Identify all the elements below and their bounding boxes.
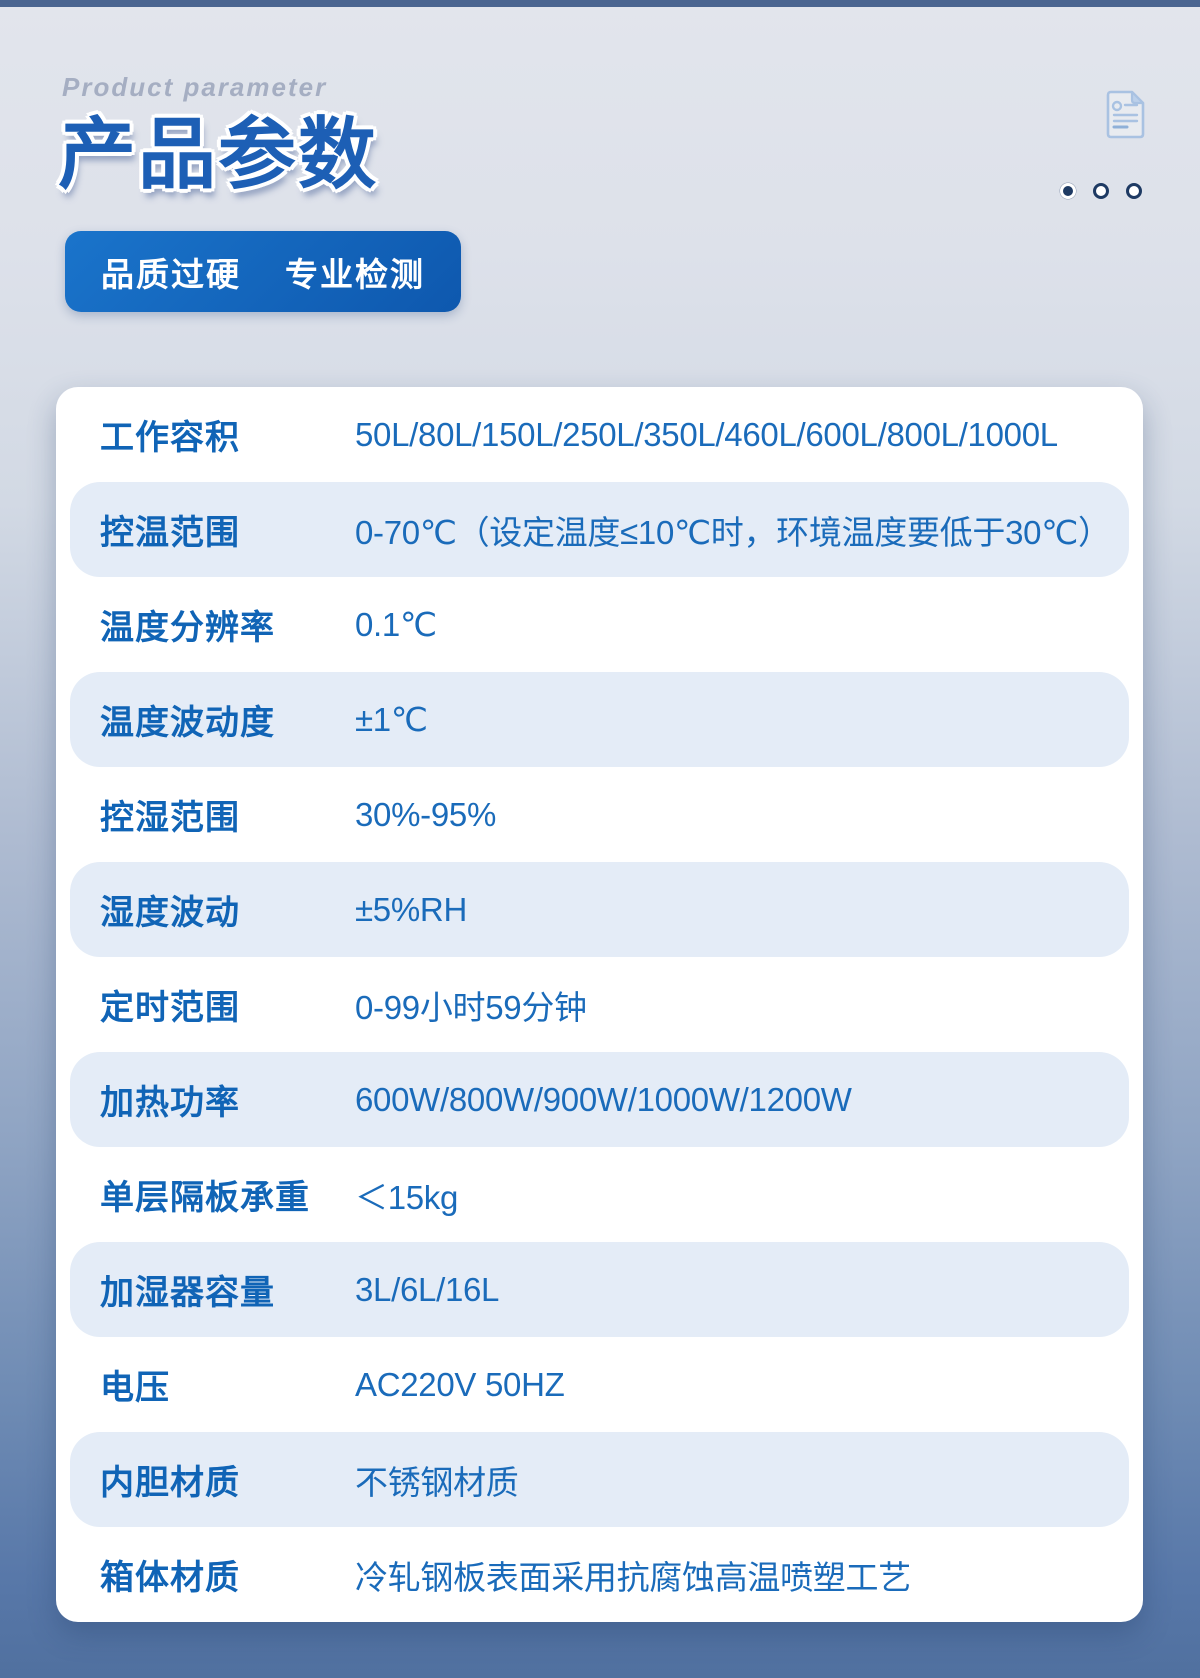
parameter-value: 600W/800W/900W/1000W/1200W [355, 1080, 852, 1118]
parameter-label: 湿度波动 [100, 894, 240, 932]
parameter-value: 50L/80L/150L/250L/350L/460L/600L/800L/10… [355, 415, 1058, 453]
badge-label-testing: 专业检测 [285, 255, 425, 293]
parameter-table: 工作容积 50L/80L/150L/250L/350L/460L/600L/80… [56, 387, 1143, 1622]
table-row: 箱体材质 冷轧钢板表面采用抗腐蚀高温喷塑工艺 [56, 1527, 1143, 1622]
parameter-label: 温度波动度 [100, 704, 275, 742]
table-row: 内胆材质 不锈钢材质 [70, 1432, 1129, 1527]
carousel-dots [1060, 183, 1142, 199]
page-title: 产品参数 [58, 110, 379, 198]
parameter-label: 箱体材质 [100, 1559, 240, 1597]
table-row: 加湿器容量 3L/6L/16L [70, 1242, 1129, 1337]
badge-label-quality: 品质过硬 [101, 255, 241, 293]
table-row: 定时范围 0-99小时59分钟 [56, 957, 1143, 1052]
parameter-value: 0-70℃（设定温度≤10℃时，环境温度要低于30℃） [355, 513, 1111, 551]
parameter-label: 工作容积 [100, 419, 240, 457]
table-row: 温度波动度 ±1℃ [70, 672, 1129, 767]
table-row: 电压 AC220V 50HZ [56, 1337, 1143, 1432]
parameter-label: 定时范围 [100, 989, 240, 1027]
parameter-label: 控温范围 [100, 514, 240, 552]
table-row: 工作容积 50L/80L/150L/250L/350L/460L/600L/80… [56, 387, 1143, 482]
table-row: 加热功率 600W/800W/900W/1000W/1200W [70, 1052, 1129, 1147]
parameter-value: 冷轧钢板表面采用抗腐蚀高温喷塑工艺 [355, 1558, 911, 1596]
table-row: 湿度波动 ±5%RH [70, 862, 1129, 957]
parameter-value: 3L/6L/16L [355, 1270, 500, 1308]
eyebrow-text: Product parameter [62, 72, 328, 102]
parameter-value: ±1℃ [355, 701, 428, 738]
table-row: 控湿范围 30%-95% [56, 767, 1143, 862]
table-row: 控温范围 0-70℃（设定温度≤10℃时，环境温度要低于30℃） [70, 482, 1129, 577]
carousel-dot[interactable] [1060, 183, 1076, 199]
document-icon [1106, 90, 1145, 139]
parameter-value: ±5%RH [355, 890, 467, 928]
parameter-label: 单层隔板承重 [100, 1179, 310, 1217]
parameter-label: 加湿器容量 [100, 1274, 275, 1312]
parameter-value: 不锈钢材质 [355, 1463, 519, 1501]
parameter-label: 控湿范围 [100, 799, 240, 837]
parameter-card: 工作容积 50L/80L/150L/250L/350L/460L/600L/80… [56, 387, 1143, 1622]
parameter-label: 内胆材质 [100, 1464, 240, 1502]
parameter-value: AC220V 50HZ [355, 1365, 565, 1403]
parameter-value: 0-99小时59分钟 [355, 988, 587, 1026]
parameter-value: ＜15kg [355, 1178, 459, 1216]
carousel-dot[interactable] [1126, 183, 1142, 199]
top-accent-bar [0, 0, 1200, 7]
parameter-label: 电压 [100, 1369, 170, 1407]
parameter-label: 加热功率 [100, 1084, 240, 1122]
table-row: 单层隔板承重 ＜15kg [56, 1147, 1143, 1242]
carousel-dot[interactable] [1093, 183, 1109, 199]
quality-badge: 品质过硬 专业检测 [65, 231, 461, 312]
parameter-value: 0.1℃ [355, 606, 437, 643]
parameter-value: 30%-95% [355, 795, 496, 833]
parameter-label: 温度分辨率 [100, 609, 275, 647]
table-row: 温度分辨率 0.1℃ [56, 577, 1143, 672]
